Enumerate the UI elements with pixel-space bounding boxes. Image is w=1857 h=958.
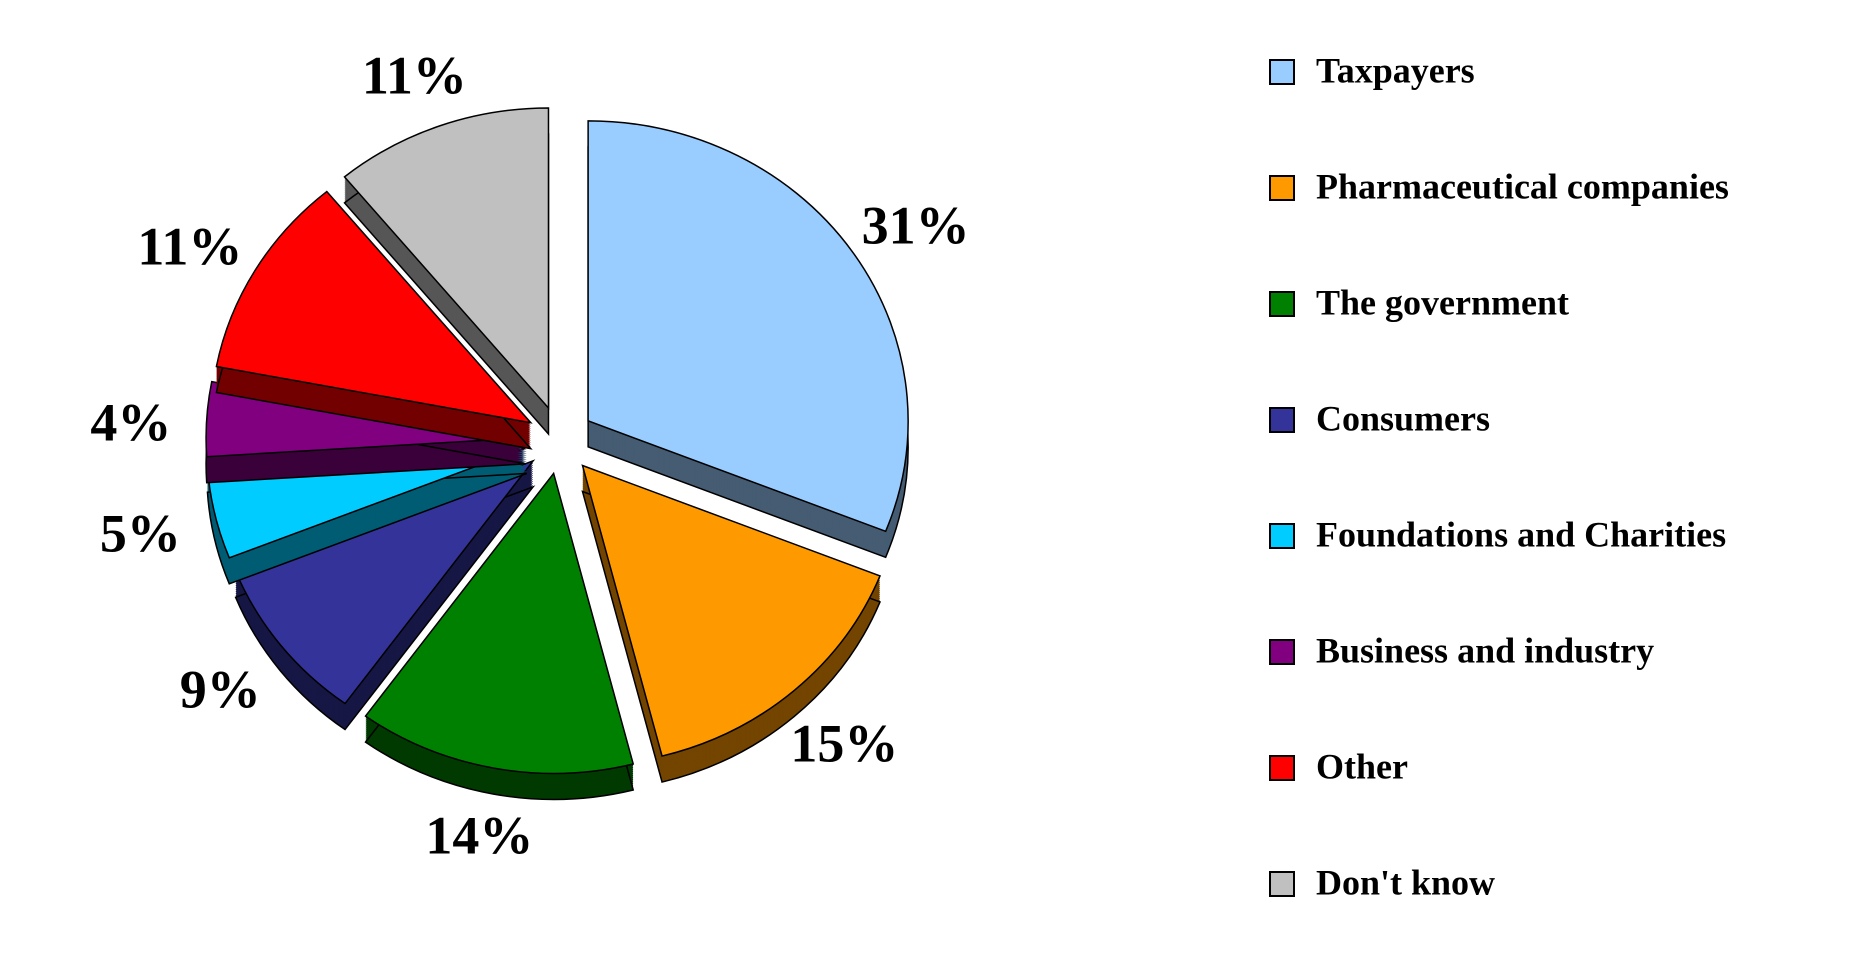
- slice: [587, 120, 909, 533]
- data-label: 11%: [137, 216, 242, 276]
- slice: [343, 107, 550, 410]
- legend-swatch: [1269, 755, 1295, 781]
- data-label: 15%: [790, 714, 898, 774]
- data-label: 11%: [362, 46, 467, 106]
- data-label: 31%: [862, 195, 970, 255]
- legend: Taxpayers Pharmaceutical companies The gov…: [1269, 50, 1729, 902]
- slice: [215, 190, 533, 424]
- data-label: 5%: [100, 504, 181, 564]
- slice-side-edge: [364, 497, 635, 801]
- legend-label: Pharmaceutical companies: [1316, 166, 1729, 206]
- pie: 31% 15% 14% 9% 5% 4% 11% 11%: [90, 46, 969, 866]
- legend-swatch: [1269, 871, 1295, 897]
- legend-label: Consumers: [1316, 398, 1490, 438]
- slice: [364, 471, 635, 775]
- data-label: 4%: [90, 393, 171, 453]
- legend-swatch: [1269, 407, 1295, 433]
- legend-label: Don't know: [1316, 862, 1495, 902]
- slice: [234, 459, 536, 705]
- legend-swatch: [1269, 175, 1295, 201]
- legend-swatch: [1269, 639, 1295, 665]
- legend-label: The government: [1316, 282, 1569, 322]
- slice-side-edge: [206, 472, 528, 585]
- data-label: 9%: [180, 659, 261, 719]
- legend-label: Business and industry: [1316, 630, 1654, 670]
- slice-side-edge: [581, 490, 882, 783]
- legend-swatch: [1269, 523, 1295, 549]
- legend-label: Taxpayers: [1316, 50, 1475, 90]
- legend-swatch: [1269, 59, 1295, 85]
- legend-label: Other: [1316, 746, 1408, 786]
- legend-label: Foundations and Charities: [1316, 514, 1726, 554]
- slice: [581, 464, 882, 757]
- slice-side-edge: [234, 485, 536, 731]
- legend-swatch: [1269, 291, 1295, 317]
- data-label: 14%: [425, 805, 533, 865]
